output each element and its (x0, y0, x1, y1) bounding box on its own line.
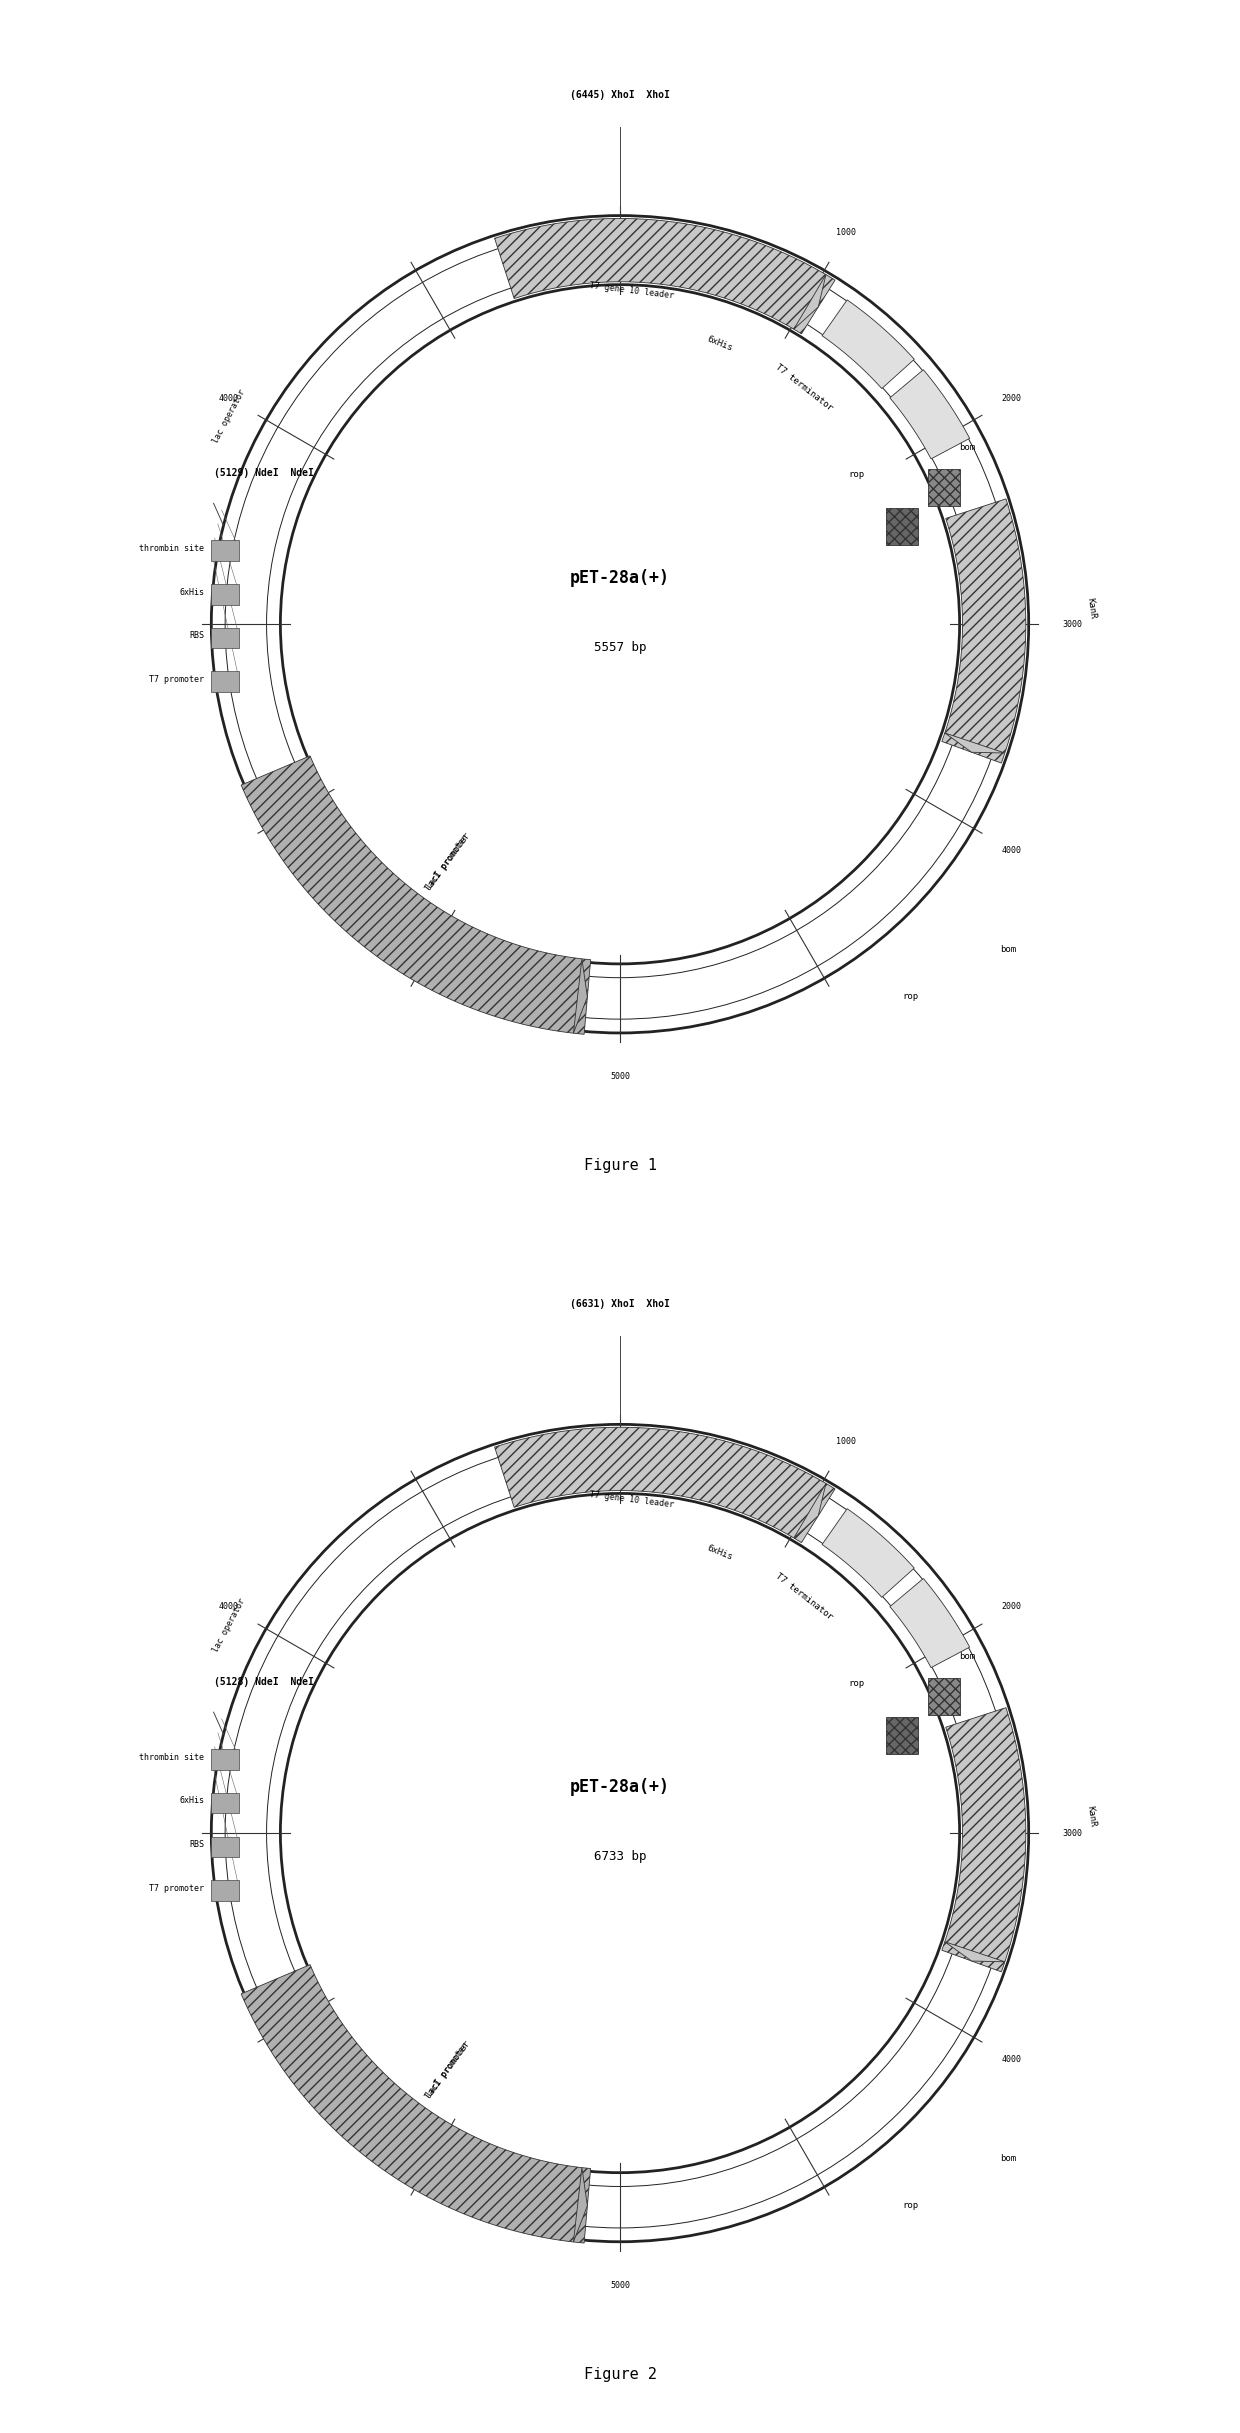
Polygon shape (890, 370, 970, 460)
Text: lac operator: lac operator (211, 1596, 247, 1654)
Text: pET-28a(+): pET-28a(+) (570, 569, 670, 586)
Text: 2000: 2000 (1002, 1603, 1022, 1611)
Text: rop: rop (903, 993, 919, 1000)
Text: lac operator: lac operator (211, 387, 247, 445)
Bar (211, 628, 239, 650)
Text: T7 gene 10 leader: T7 gene 10 leader (589, 1489, 675, 1508)
Polygon shape (885, 1718, 918, 1754)
Text: 6xHis: 6xHis (706, 333, 734, 353)
Text: Figure 2: Figure 2 (584, 2367, 656, 2382)
Text: lacI promoter: lacI promoter (423, 830, 471, 893)
Polygon shape (945, 1942, 1004, 1961)
Polygon shape (794, 275, 826, 328)
Text: KanR: KanR (1086, 1805, 1097, 1827)
Text: 6733 bp: 6733 bp (594, 1849, 646, 1864)
Text: 3000: 3000 (1063, 1830, 1083, 1837)
Text: thrombin site: thrombin site (139, 1752, 205, 1761)
Text: rop: rop (848, 1679, 864, 1689)
Polygon shape (794, 1484, 826, 1538)
Text: lacI promoter: lacI promoter (425, 2041, 470, 2100)
Bar (211, 1793, 239, 1813)
Bar (211, 540, 239, 562)
Text: 5000: 5000 (610, 2282, 630, 2289)
Text: RBS: RBS (190, 1839, 205, 1849)
Text: (6445) XhoI  XhoI: (6445) XhoI XhoI (570, 90, 670, 100)
Polygon shape (573, 959, 588, 1034)
Text: RBS: RBS (190, 630, 205, 640)
Polygon shape (928, 1679, 960, 1715)
Polygon shape (573, 2168, 588, 2241)
Text: 5557 bp: 5557 bp (594, 640, 646, 654)
Text: 6xHis: 6xHis (180, 1796, 205, 1805)
Text: (6631) XhoI  XhoI: (6631) XhoI XhoI (570, 1299, 670, 1309)
Text: 4000: 4000 (1002, 847, 1022, 854)
Text: 3000: 3000 (1063, 620, 1083, 628)
Polygon shape (495, 219, 835, 333)
Text: 6xHis: 6xHis (706, 1543, 734, 1562)
Polygon shape (822, 1508, 914, 1598)
Bar (211, 1881, 239, 1900)
Text: bom: bom (999, 2153, 1016, 2163)
Text: 1000: 1000 (836, 1438, 856, 1445)
Text: lacI promoter: lacI promoter (425, 832, 470, 890)
Polygon shape (241, 1963, 590, 2243)
Bar (211, 1749, 239, 1769)
Text: 2000: 2000 (1002, 394, 1022, 401)
Text: bom: bom (959, 1652, 975, 1662)
Text: lacI promoter: lacI promoter (423, 2039, 471, 2102)
Polygon shape (241, 757, 590, 1034)
Text: KanR: KanR (1086, 596, 1097, 618)
Text: T7 promoter: T7 promoter (149, 674, 205, 684)
Text: T7 terminator: T7 terminator (774, 1572, 835, 1620)
Text: Figure 1: Figure 1 (584, 1158, 656, 1173)
Text: (5129) NdeI  NdeI: (5129) NdeI NdeI (213, 467, 314, 477)
Text: 4000: 4000 (1002, 2056, 1022, 2063)
Text: 5000: 5000 (610, 1073, 630, 1080)
Polygon shape (942, 499, 1025, 764)
Polygon shape (942, 1708, 1025, 1971)
Text: T7 terminator: T7 terminator (774, 363, 835, 414)
Text: 6xHis: 6xHis (180, 586, 205, 596)
Text: pET-28a(+): pET-28a(+) (570, 1779, 670, 1796)
Text: rop: rop (903, 2199, 919, 2209)
Bar (211, 672, 239, 693)
Polygon shape (822, 299, 914, 389)
Text: thrombin site: thrombin site (139, 545, 205, 552)
Text: T7 gene 10 leader: T7 gene 10 leader (589, 280, 675, 299)
Text: 4000: 4000 (218, 394, 238, 401)
Text: (5128) NdeI  NdeI: (5128) NdeI NdeI (213, 1676, 314, 1686)
Text: T7 promoter: T7 promoter (149, 1883, 205, 1893)
Text: 4000: 4000 (218, 1603, 238, 1611)
Text: bom: bom (959, 443, 975, 453)
Polygon shape (945, 732, 1004, 754)
Bar (211, 584, 239, 606)
Text: bom: bom (999, 946, 1016, 954)
Text: 1000: 1000 (836, 229, 856, 236)
Text: rop: rop (848, 470, 864, 479)
Polygon shape (890, 1579, 970, 1667)
Bar (211, 1837, 239, 1856)
Polygon shape (495, 1428, 835, 1543)
Polygon shape (885, 508, 918, 545)
Polygon shape (928, 470, 960, 506)
